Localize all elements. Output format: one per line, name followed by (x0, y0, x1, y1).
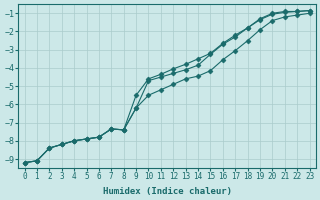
X-axis label: Humidex (Indice chaleur): Humidex (Indice chaleur) (103, 187, 232, 196)
